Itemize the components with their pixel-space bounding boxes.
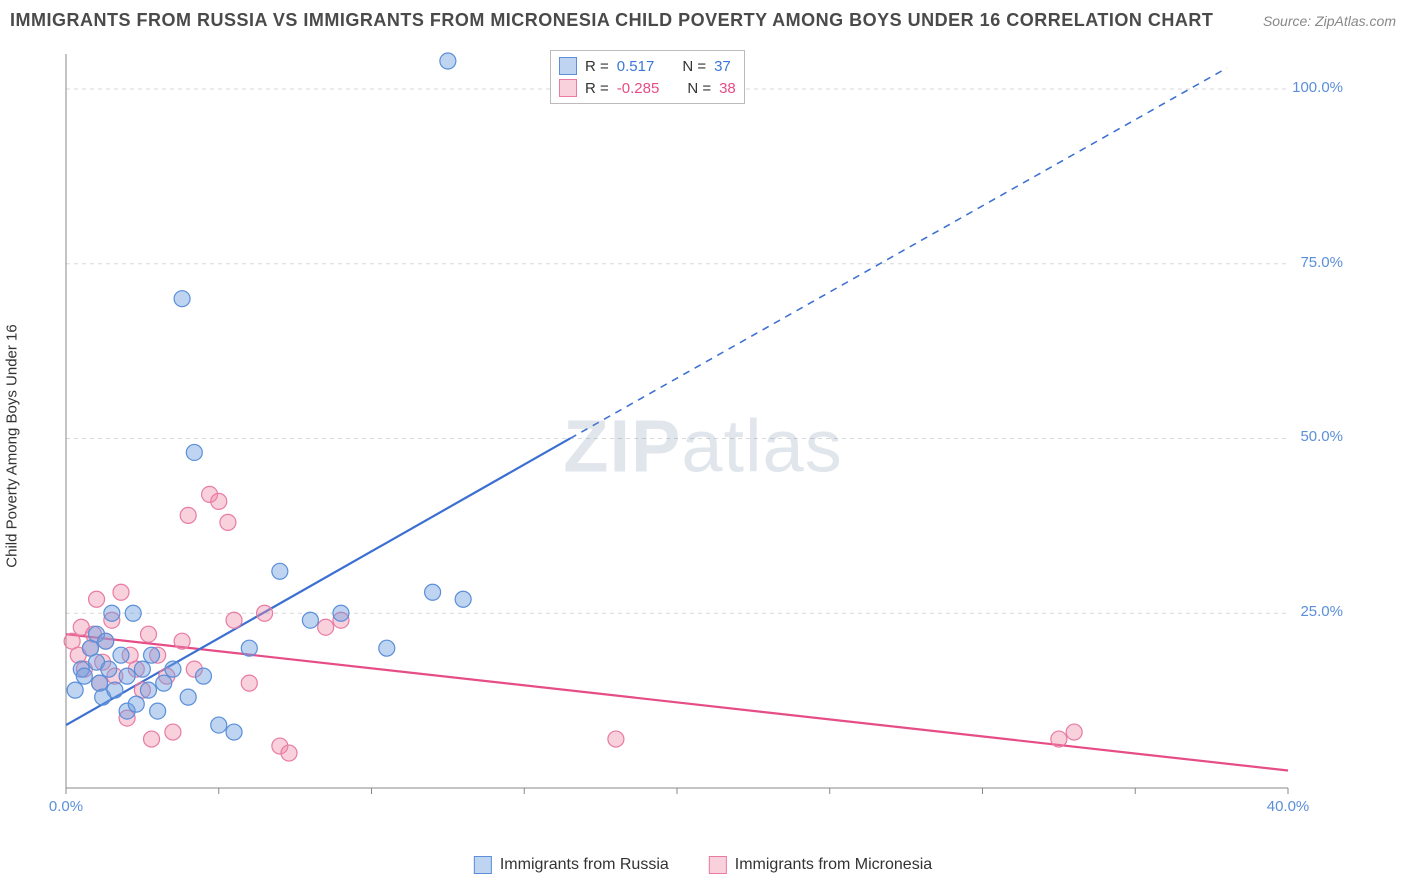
chart-plot-area — [58, 48, 1348, 818]
y-axis-label: Child Poverty Among Boys Under 16 — [4, 324, 21, 567]
legend-item-micronesia: Immigrants from Micronesia — [709, 856, 932, 874]
axis-tick-label: 40.0% — [1267, 798, 1310, 815]
axis-tick-label: 0.0% — [49, 798, 83, 815]
axis-tick-label: 50.0% — [1300, 428, 1343, 445]
legend-label-russia: Immigrants from Russia — [500, 856, 669, 874]
r-value-micronesia: -0.285 — [617, 80, 660, 97]
chart-title: IMMIGRANTS FROM RUSSIA VS IMMIGRANTS FRO… — [10, 10, 1213, 31]
r-value-russia: 0.517 — [617, 58, 655, 75]
n-value-russia: 37 — [714, 58, 731, 75]
axis-tick-label: 25.0% — [1300, 603, 1343, 620]
axis-tick-label: 100.0% — [1292, 79, 1343, 96]
series-legend: Immigrants from Russia Immigrants from M… — [474, 856, 932, 874]
legend-item-russia: Immigrants from Russia — [474, 856, 669, 874]
swatch-russia-icon — [474, 856, 492, 874]
r-label: R = — [585, 80, 609, 97]
legend-label-micronesia: Immigrants from Micronesia — [735, 856, 932, 874]
n-label: N = — [687, 80, 711, 97]
swatch-russia-icon — [559, 57, 577, 75]
swatch-micronesia-icon — [559, 79, 577, 97]
stats-row-russia: R = 0.517 N = 37 — [559, 55, 736, 77]
stats-row-micronesia: R = -0.285 N = 38 — [559, 77, 736, 99]
n-value-micronesia: 38 — [719, 80, 736, 97]
axis-tick-label: 75.0% — [1300, 254, 1343, 271]
source-label: Source: ZipAtlas.com — [1263, 13, 1396, 29]
swatch-micronesia-icon — [709, 856, 727, 874]
r-label: R = — [585, 58, 609, 75]
stats-legend: R = 0.517 N = 37 R = -0.285 N = 38 — [550, 50, 745, 104]
chart-svg — [58, 48, 1348, 818]
n-label: N = — [682, 58, 706, 75]
